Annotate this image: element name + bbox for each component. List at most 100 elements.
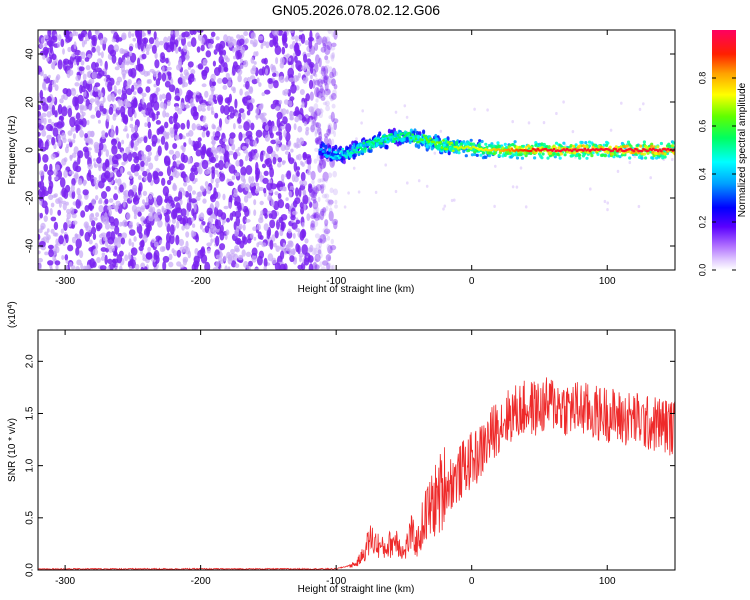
signal-track-cell <box>525 151 529 155</box>
noise-blob <box>172 143 178 149</box>
noise-blob <box>86 80 92 85</box>
noise-blob <box>94 96 100 104</box>
noise-blob <box>281 46 286 55</box>
noise-blob <box>255 107 260 115</box>
noise-blob <box>293 75 299 83</box>
noise-blob <box>231 175 236 180</box>
signal-track-core <box>372 142 375 145</box>
noise-blob <box>100 256 105 261</box>
noise-blob <box>222 77 228 85</box>
noise-blob <box>209 94 214 100</box>
noise-blob <box>515 185 519 189</box>
noise-blob <box>153 83 157 88</box>
noise-blob <box>182 75 186 84</box>
noise-blob <box>289 44 294 50</box>
noise-blob <box>250 122 255 131</box>
noise-blob <box>289 96 295 101</box>
noise-blob <box>175 47 179 54</box>
signal-track-cell <box>573 151 577 155</box>
signal-track-core <box>658 148 662 151</box>
signal-track-cell <box>626 140 631 144</box>
noise-blob <box>99 100 105 107</box>
noise-blob <box>329 127 335 135</box>
noise-blob <box>215 219 222 230</box>
noise-blob <box>321 178 326 183</box>
noise-blob <box>136 222 140 227</box>
colorbar-ticks: 0.00.20.40.60.8 <box>697 72 736 276</box>
noise-blob <box>182 256 189 263</box>
noise-blob <box>275 245 281 252</box>
noise-blob <box>51 79 56 88</box>
noise-blob <box>131 242 135 248</box>
noise-blob <box>201 83 207 88</box>
noise-blob <box>228 93 232 103</box>
noise-blob <box>187 94 191 100</box>
noise-blob <box>246 110 251 116</box>
noise-blob <box>98 205 104 213</box>
noise-blob <box>187 250 192 259</box>
noise-blob <box>63 234 68 240</box>
noise-blob <box>120 112 126 118</box>
signal-track-cell <box>522 144 526 148</box>
signal-track-cell <box>507 145 511 149</box>
noise-blob <box>80 60 85 66</box>
noise-blob <box>122 199 126 208</box>
noise-blob <box>315 121 320 128</box>
noise-blob <box>97 52 102 56</box>
noise-blob <box>114 225 120 235</box>
noise-blob <box>306 213 311 222</box>
noise-blob <box>231 64 236 76</box>
noise-blob <box>61 132 66 140</box>
noise-blob <box>170 30 174 35</box>
noise-blob <box>129 265 133 270</box>
noise-blob <box>79 228 84 237</box>
signal-track-cell <box>642 152 647 156</box>
noise-blob <box>301 101 305 108</box>
noise-blob <box>185 176 191 183</box>
noise-blob <box>230 248 236 254</box>
noise-blob <box>207 167 213 174</box>
signal-track-cell <box>663 152 667 156</box>
noise-blob <box>333 84 338 90</box>
noise-blob <box>121 161 126 166</box>
noise-blob <box>250 32 256 40</box>
noise-blob <box>216 146 220 152</box>
noise-blob <box>234 172 240 177</box>
signal-track-cell <box>489 150 493 155</box>
noise-blob <box>161 177 166 186</box>
noise-blob <box>86 130 93 138</box>
noise-blob <box>165 92 172 103</box>
snr-y-tick-label: 1.0 <box>25 458 36 472</box>
noise-blob <box>180 122 186 130</box>
noise-blob <box>51 61 56 66</box>
noise-blob <box>241 112 246 120</box>
signal-track-cell <box>640 152 644 156</box>
noise-blob <box>98 197 103 204</box>
noise-blob <box>294 116 300 123</box>
noise-blob <box>277 162 282 168</box>
signal-track-core <box>401 132 405 135</box>
noise-blob <box>272 156 277 165</box>
noise-blob <box>218 159 224 171</box>
noise-blob <box>77 178 83 186</box>
signal-track-core <box>328 148 332 152</box>
noise-blob <box>210 146 216 154</box>
signal-track-core <box>445 148 449 151</box>
noise-blob <box>84 133 88 139</box>
noise-blob <box>211 81 217 87</box>
noise-blob <box>214 99 218 104</box>
noise-blob <box>189 171 195 182</box>
noise-blob <box>315 138 319 145</box>
noise-blob <box>223 66 229 73</box>
noise-blob <box>329 187 334 194</box>
noise-blob <box>324 193 330 199</box>
spectrogram-x-axis: -300 -200 -100 0 100 <box>55 30 616 287</box>
noise-blob <box>41 112 47 118</box>
noise-blob <box>333 130 336 138</box>
noise-blob <box>179 264 184 269</box>
noise-blob <box>100 232 107 237</box>
noise-blob <box>237 74 242 83</box>
noise-blob <box>256 255 263 266</box>
noise-blob <box>52 127 59 137</box>
noise-blob <box>318 88 326 98</box>
